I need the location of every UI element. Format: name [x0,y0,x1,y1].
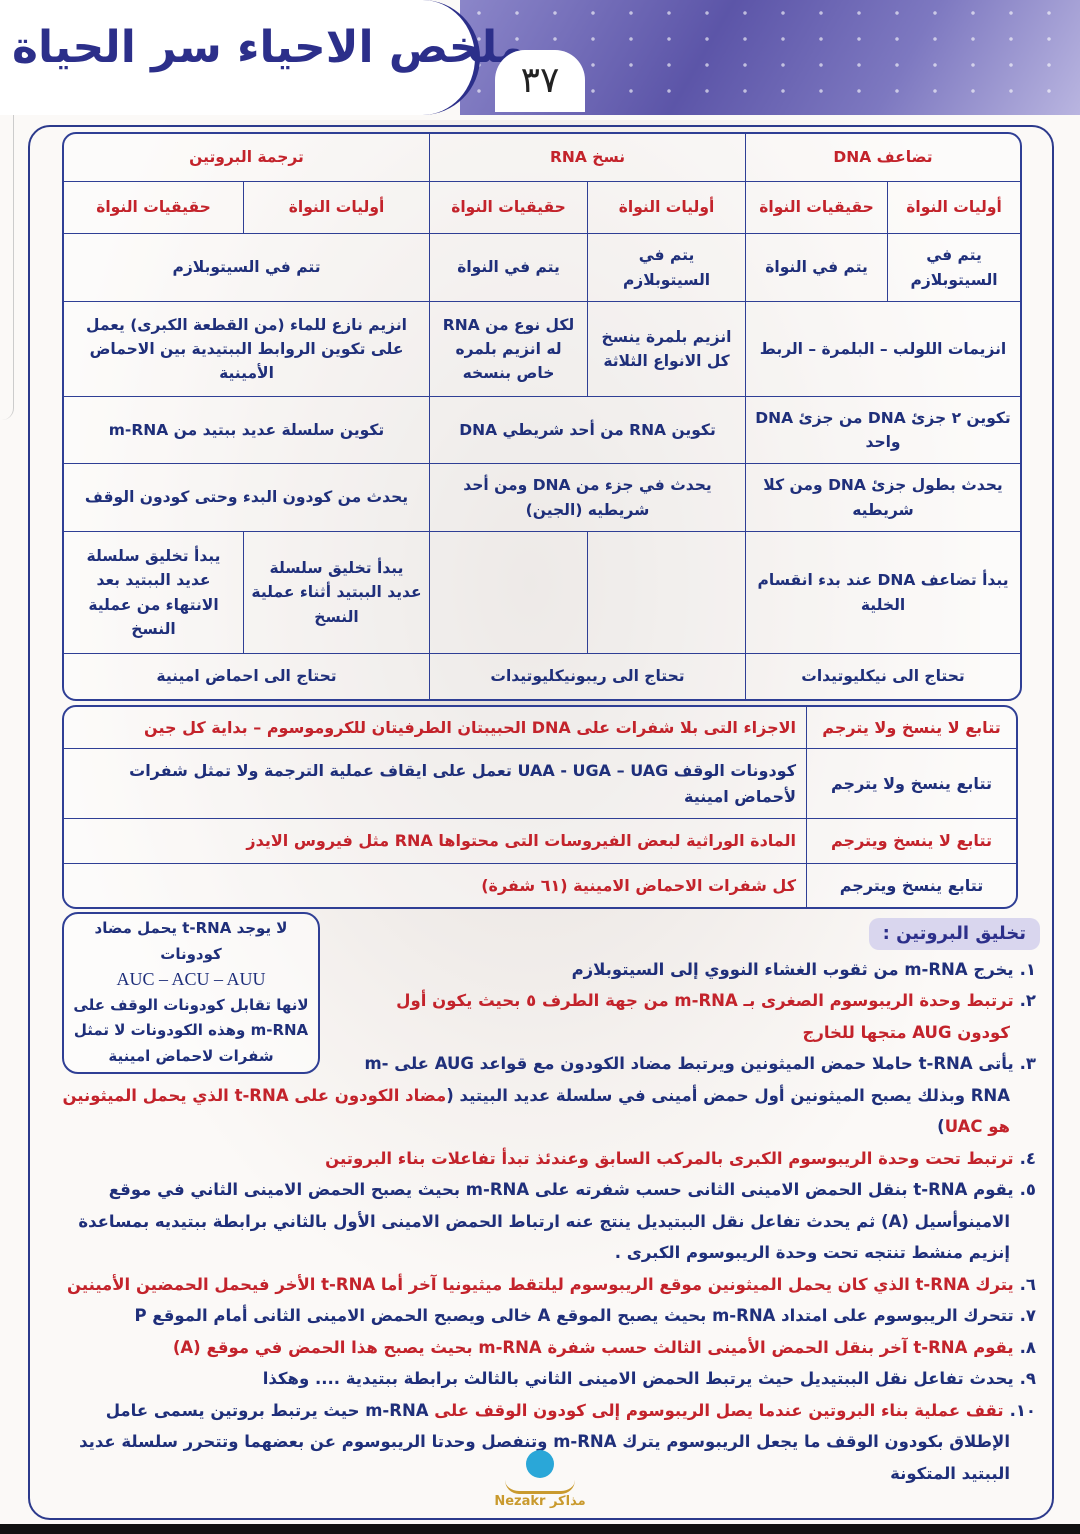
cell-start [587,532,746,654]
step-item: ٤.ترتبط تحت وحدة الريبوسوم الكبرى بالمرك… [50,1143,1040,1175]
cell-start: يبدأ تضاعف DNA عند بدء انقسام الخلية [745,532,1021,654]
note-line-1: لا يوجد t-RNA يحمل مضاد كودونات [94,919,288,963]
cell-needs: تحتاج الى ريبونيكليوتيدات [429,654,746,699]
step-item: ٩. يحدث تفاعل نقل الببتيديل حيث يرتبط الح… [50,1363,1040,1395]
step-text: بحيث يصبح هذا الحمض في موقع (A) [172,1337,473,1357]
step-item: ٨.يقوم t-RNA آخر بنقل الحمض الأمينى الثا… [50,1332,1040,1364]
step-item: ٧. تتحرك الريبوسوم على امتداد m-RNA بحيث … [50,1300,1040,1332]
sequence-text: الاجزاء التى بلا شفرات على DNA الحبيبتان… [64,707,806,749]
logo-graduate-icon [526,1450,554,1478]
sequence-label: تتابع لا ينسخ ويترجم [806,819,1016,864]
step-text: يحدث تفاعل نقل الببتيديل حيث يرتبط الحمض… [262,1369,1014,1388]
step-item: ١.يخرج m-RNA من ثقوب الغشاء النووي إلى ا… [50,954,1040,986]
step-number: ٦. [1019,1274,1036,1294]
step-number: ٥. [1019,1180,1036,1199]
logo-book-icon [505,1480,575,1494]
cell-location: تتم في السيتوبلازم [64,234,429,302]
cell-enzymes: انزيم نازع للماء (من القطعة الكبرى) يعمل… [64,302,429,397]
cell-enzymes: انزيمات اللولب – البلمرة – الربط [745,302,1021,397]
cell-product: تكوين RNA من أحد شريطي DNA [429,397,746,464]
content-frame [28,125,1054,1520]
step-text: تقف عملية بناء البروتين عندما يصل الريبو… [428,1400,1004,1420]
header-dna-replication: تضاعف DNA [745,134,1021,182]
cell-needs: تحتاج الى احماض امينية [64,654,429,699]
cell-location: يتم في النواة [429,234,588,302]
step-text: يترك t-RNA الذي كان يحمل الميثونين موقع … [67,1274,1014,1294]
cell-needs: تحتاج الى نيكليوتيدات [745,654,1021,699]
steps-list: ١.يخرج m-RNA من ثقوب الغشاء النووي إلى ا… [50,954,1040,1490]
sequence-text: كل شفرات الاحماض الامينية (٦١ شفرة) [64,864,806,907]
page-number: ٣٧ [495,50,585,112]
step-text: m-RNA حيث يرتبط بروتين يسمى عامل الإطلاق… [79,1400,1010,1483]
cell-start: يبدأ تخليق سلسلة عديد الببتيد بعد الانته… [64,532,243,654]
cell-location: يتم في النواة [745,234,888,302]
step-text: تتحرك الريبوسوم على امتداد m-RNA بحيث يص… [134,1306,1014,1325]
step-item: ٣. يأتى t-RNA حاملا حمض الميثونين ويرتبط … [50,1048,1040,1143]
step-text: ترتبط وحدة الريبوسوم الصغرى بـ m-RNA من … [396,991,1014,1042]
step-text: يأتى t-RNA حاملا حمض الميثونين ويرتبط مض… [364,1054,1014,1105]
step-text: يخرج m-RNA من ثقوب الغشاء النووي إلى الس… [571,959,1014,979]
step-text: ترتبط تحت وحدة الريبوسوم الكبرى بالمركب … [325,1148,1014,1168]
sequence-label: تتابع ينسخ ولا يترجم [806,749,1016,819]
step-item: ٢. ترتبط وحدة الريبوسوم الصغرى بـ m-RNA م… [50,985,1040,1048]
header-rna-transcription: نسخ RNA [429,134,746,182]
sub-header: حقيقيات النواة [429,182,588,234]
sub-header: أوليات النواة [587,182,746,234]
sub-header: حقيقيات النواة [64,182,243,234]
step-text: مضاد الكودون على t-RNA الذي يحمل الميثون… [62,1085,1010,1137]
note-line-2: لانها تقابل كودونات الوقف على m-RNA وهذه… [73,995,309,1065]
step-item: ٦.يترك t-RNA الذي كان يحمل الميثونين موق… [50,1269,1040,1301]
cell-location: يتم في السيتوبلازم [587,234,746,302]
cell-enzymes: لكل نوع من RNA له انزيم بلمره خاص بنسخه [429,302,588,397]
cell-start: يبدأ تخليق سلسلة عديد الببتيد أثناء عملي… [243,532,429,654]
cell-extent: يحدث بطول جزئ DNA ومن كلا شريطيه [745,464,1021,532]
step-number: ٤. [1019,1148,1036,1168]
step-number: ٣. [1019,1054,1036,1073]
sequence-table: تتابع لا ينسخ ولا يترجم الاجزاء التى بلا … [62,705,1018,909]
cell-extent: يحدث من كودون البدء وحتى كودون الوقف [64,464,429,532]
bottom-bar [0,1524,1080,1534]
step-item: ١٠.تقف عملية بناء البروتين عندما يصل الر… [50,1395,1040,1490]
step-number: ٩. [1019,1369,1036,1388]
note-box: لا يوجد t-RNA يحمل مضاد كودونات AUC – AC… [62,912,320,1074]
step-number: ٢. [1019,991,1036,1010]
sub-header: حقيقيات النواة [745,182,888,234]
sequence-label: تتابع ينسخ ويترجم [806,864,1016,907]
step-text: يقوم t-RNA آخر بنقل الحمض الأمينى الثالث… [472,1337,1014,1357]
sequence-text: كودونات الوقف UAA - UGA – UAG تعمل على ا… [64,749,806,819]
step-text: يقوم t-RNA بنقل الحمض الامينى الثانى حسب… [78,1180,1014,1262]
note-codons: AUC – ACU – AUU [116,969,266,989]
step-number: ٨. [1019,1337,1036,1357]
page-title: ملخص الاحياء سر الحياة [12,22,526,73]
step-number: ١٠. [1009,1400,1036,1420]
comparison-table: تضاعف DNA نسخ RNA ترجمة البروتين أوليات … [62,132,1023,701]
step-number: ٧. [1019,1306,1036,1325]
logo-text: Nezakr مذاكر [494,1494,586,1509]
watermark-logo: Nezakr مذاكر [490,1450,590,1525]
sub-header: أوليات النواة [243,182,429,234]
cell-product: تكوين سلسلة عديد ببتيد من m-RNA [64,397,429,464]
page-edge [0,0,14,420]
protein-synthesis-section: لا يوجد t-RNA يحمل مضاد كودونات AUC – AC… [50,912,1040,1489]
step-item: ٥. يقوم t-RNA بنقل الحمض الامينى الثانى ح… [50,1174,1040,1269]
title-area: ملخص الاحياء سر الحياة [0,0,526,115]
cell-start [429,532,588,654]
sub-header: أوليات النواة [887,182,1021,234]
cell-location: يتم في السيتوبلازم [887,234,1021,302]
header-protein-translation: ترجمة البروتين [64,134,429,182]
section-title: تخليق البروتين : [868,918,1040,950]
step-number: ١. [1019,959,1036,979]
cell-product: تكوين ٢ جزئ DNA من جزئ DNA واحد [745,397,1021,464]
sequence-label: تتابع لا ينسخ ولا يترجم [806,707,1016,749]
cell-extent: يحدث في جزء من DNA ومن أحد شريطيه (الجين… [429,464,746,532]
step-text: ) [937,1117,945,1136]
cell-enzymes: انزيم بلمرة ينسخ كل الانواع الثلاثة [587,302,746,397]
sequence-text: المادة الوراثية لبعض الفيروسات التى محتو… [64,819,806,864]
